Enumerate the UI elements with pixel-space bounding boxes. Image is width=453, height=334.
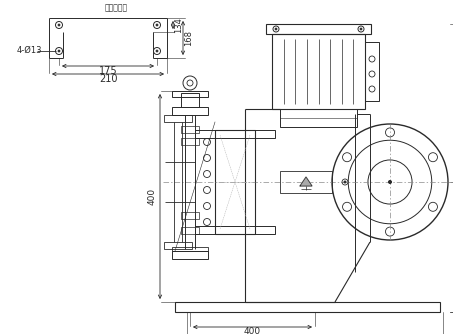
Bar [172,107,208,115]
Bar [172,91,208,97]
Circle shape [58,50,60,52]
Bar [181,126,199,133]
Text: 175: 175 [99,66,117,76]
Text: 400: 400 [244,328,261,334]
Bar [280,109,357,127]
Bar [175,302,440,312]
Bar [272,34,365,109]
Bar [172,251,208,259]
Bar [181,227,199,234]
Text: 机座尺寸图: 机座尺寸图 [105,3,128,12]
Bar [365,42,379,101]
Circle shape [156,24,158,26]
Bar [164,115,192,122]
Polygon shape [300,177,312,186]
Text: 168: 168 [184,30,193,46]
Circle shape [275,28,277,30]
Circle shape [344,181,346,183]
Bar [181,138,199,145]
Circle shape [58,24,60,26]
Bar [172,247,208,251]
Circle shape [360,28,362,30]
Text: 4-Ø13: 4-Ø13 [17,45,43,54]
Bar [266,24,371,34]
Text: 400: 400 [148,188,156,205]
Bar [195,130,275,138]
Bar [280,171,332,193]
Text: 134: 134 [174,17,183,33]
Bar [215,130,255,234]
Bar [164,242,192,249]
Text: 210: 210 [99,74,117,84]
Bar [181,93,199,107]
Circle shape [389,180,391,183]
Bar [181,212,199,219]
Circle shape [156,50,158,52]
Bar [195,226,275,234]
